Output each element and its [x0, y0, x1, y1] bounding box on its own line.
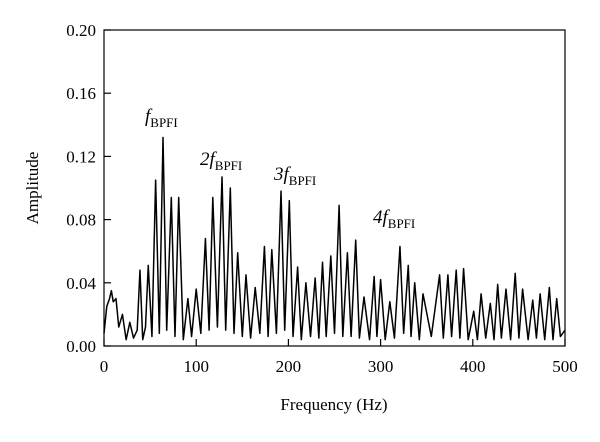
annotation-subscript: BPFI — [388, 216, 415, 231]
peak-annotation: 3fBPFI — [273, 164, 316, 188]
annotation-symbol: f — [145, 106, 153, 127]
annotation-subscript: BPFI — [289, 173, 316, 188]
x-tick-label: 0 — [100, 357, 109, 376]
x-tick-label: 300 — [368, 357, 394, 376]
x-tick-label: 400 — [460, 357, 486, 376]
y-tick-label: 0.16 — [66, 84, 96, 103]
spectrum-line — [103, 136, 566, 341]
peak-annotation: 4fBPFI — [373, 207, 415, 231]
annotation-symbol: 3f — [273, 164, 292, 185]
plot-frame — [103, 29, 566, 347]
y-axis-label: Amplitude — [23, 152, 42, 225]
annotation-subscript: BPFI — [150, 115, 177, 130]
annotation-symbol: 2f — [200, 149, 218, 170]
annotation-symbol: 4f — [373, 207, 391, 228]
peak-annotation: fBPFI — [145, 106, 178, 130]
x-axis-label: Frequency (Hz) — [280, 395, 387, 414]
peak-annotation: 2fBPFI — [200, 149, 242, 173]
y-tick-label: 0.08 — [66, 211, 96, 230]
x-tick-label: 500 — [552, 357, 578, 376]
annotation-subscript: BPFI — [215, 158, 242, 173]
x-tick-label: 100 — [183, 357, 209, 376]
y-tick-label: 0.00 — [66, 337, 96, 356]
x-tick-label: 200 — [276, 357, 302, 376]
y-tick-label: 0.04 — [66, 274, 96, 293]
y-tick-label: 0.12 — [66, 147, 96, 166]
y-tick-label: 0.20 — [66, 21, 96, 40]
